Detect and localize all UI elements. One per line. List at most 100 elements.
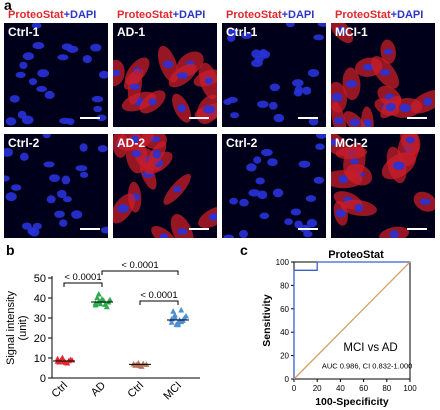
- x-tick-label: 60: [359, 384, 368, 393]
- y-tick-label: 0: [285, 375, 290, 384]
- y-tick-label: 80: [280, 281, 289, 290]
- nucleus: [223, 234, 235, 238]
- nucleus: [172, 186, 182, 193]
- nucleus: [98, 70, 108, 79]
- header-dapi-label: +DAPI: [172, 9, 206, 21]
- panel-c-letter: c: [240, 242, 248, 258]
- micrograph-tile: AD-1: [113, 23, 217, 127]
- micrograph-image: [113, 45, 217, 125]
- data-point: [132, 362, 139, 368]
- nucleus: [10, 184, 22, 191]
- nucleus: [9, 95, 20, 103]
- nucleus: [148, 98, 157, 106]
- roc-curve: [293, 261, 410, 379]
- micrograph-image: [331, 134, 435, 238]
- data-point: [97, 300, 104, 307]
- y-tick-label: 10: [34, 353, 46, 365]
- micrograph-tile: AD-2: [113, 134, 217, 238]
- nucleus: [257, 100, 269, 108]
- nucleus: [177, 228, 188, 235]
- header-stain-label: ProteoStat: [335, 9, 391, 21]
- scale-bar: [298, 117, 318, 119]
- y-axis-label: Signal intensity: [5, 291, 17, 365]
- significance-bracket: [101, 270, 179, 275]
- p-value-label: < 0.0001: [64, 272, 101, 283]
- x-axis-label: 100-Specificity: [315, 396, 389, 408]
- nucleus: [333, 116, 344, 125]
- x-category-label: AD: [89, 380, 108, 399]
- nucleus: [354, 203, 363, 213]
- significance-bracket: [139, 300, 179, 305]
- nucleus: [393, 161, 405, 171]
- nucleus: [176, 72, 189, 79]
- nucleus: [71, 210, 83, 219]
- scale-bar: [80, 117, 100, 119]
- nucleus: [15, 71, 26, 78]
- nucleus: [21, 115, 34, 125]
- nucleus: [389, 230, 399, 238]
- x-category-label: Ctrl: [126, 380, 147, 401]
- column-header: ProteoStat+DAPI: [226, 9, 314, 21]
- p-value-label: < 0.0001: [140, 290, 177, 301]
- panel-b-letter: b: [6, 242, 15, 258]
- nucleus: [42, 134, 51, 139]
- nucleus: [37, 69, 50, 78]
- nucleus: [290, 208, 302, 216]
- micrograph-image: [331, 23, 435, 127]
- scale-bar: [189, 228, 209, 230]
- nucleus: [261, 148, 273, 157]
- tile-label: AD-2: [117, 136, 146, 150]
- nucleus: [338, 175, 348, 184]
- nucleus: [331, 92, 343, 102]
- nucleus: [253, 156, 262, 164]
- micrograph-image: [223, 23, 326, 126]
- nucleus: [302, 86, 312, 95]
- y-tick-label: 30: [34, 313, 46, 325]
- nucleus: [152, 149, 162, 159]
- nucleus: [349, 118, 361, 127]
- data-point: [170, 308, 177, 314]
- micrograph-tile: Ctrl-1: [222, 23, 326, 127]
- nucleus: [130, 135, 139, 144]
- y-tick-label: 20: [34, 333, 46, 345]
- nucleus: [267, 158, 278, 167]
- scale-bar: [189, 117, 209, 119]
- header-stain-label: ProteoStat: [226, 9, 282, 21]
- column-header: ProteoStat+DAPI: [117, 9, 205, 21]
- tile-label: Ctrl-1: [226, 25, 258, 39]
- nucleus: [273, 113, 285, 123]
- chart-b: 0 10 20 30 40 50 Signal intensity (unit) Ctrl AD C…: [5, 260, 200, 402]
- header-dapi-label: +DAPI: [390, 9, 424, 21]
- data-point: [92, 302, 99, 308]
- x-tick-label: 100: [403, 384, 417, 393]
- tile-label: MCI-1: [335, 25, 368, 39]
- nucleus: [93, 105, 103, 113]
- nucleus: [56, 189, 67, 199]
- nucleus: [117, 204, 129, 213]
- nucleus: [96, 114, 107, 122]
- x-tick-label: 20: [313, 384, 322, 393]
- nucleus: [423, 97, 433, 106]
- nucleus: [248, 189, 261, 197]
- nucleus: [285, 23, 295, 28]
- nucleus: [331, 139, 339, 146]
- nucleus: [241, 31, 253, 40]
- nucleus: [91, 95, 104, 103]
- nucleus: [385, 102, 396, 112]
- y-axis-label: (unit): [17, 315, 29, 340]
- nucleus: [269, 101, 278, 110]
- column-header: ProteoStat+DAPI: [8, 9, 96, 21]
- nucleus: [36, 85, 48, 92]
- nucleus: [254, 55, 264, 63]
- data-point: [107, 296, 113, 303]
- micrograph-tile: Ctrl-1: [4, 23, 108, 127]
- micrograph-tile: MCI-1: [331, 23, 435, 127]
- y-tick-label: 100: [276, 258, 290, 267]
- micrograph-tile: MCI-2: [331, 134, 435, 238]
- p-value-label: < 0.0001: [121, 260, 158, 271]
- nucleus: [4, 147, 14, 157]
- data-point: [62, 359, 69, 365]
- nucleus: [294, 220, 303, 229]
- nucleus: [79, 143, 88, 152]
- y-tick-label: 40: [34, 293, 46, 305]
